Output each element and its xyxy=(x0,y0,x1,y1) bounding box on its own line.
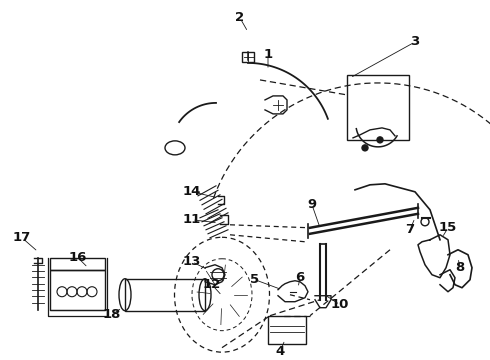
Bar xyxy=(50,270,105,310)
Text: 8: 8 xyxy=(455,261,465,274)
Text: 7: 7 xyxy=(405,223,415,236)
Bar xyxy=(347,75,409,140)
Text: 18: 18 xyxy=(103,308,121,321)
Text: 12: 12 xyxy=(203,278,221,291)
Text: 16: 16 xyxy=(69,251,87,264)
Text: 3: 3 xyxy=(411,36,419,49)
Bar xyxy=(125,279,205,311)
Bar xyxy=(268,316,306,344)
Bar xyxy=(242,52,254,62)
Text: 14: 14 xyxy=(183,185,201,198)
Text: 13: 13 xyxy=(183,255,201,268)
Text: 9: 9 xyxy=(307,198,317,211)
Text: 11: 11 xyxy=(183,213,201,226)
Text: 15: 15 xyxy=(439,221,457,234)
Text: 5: 5 xyxy=(250,273,260,286)
Text: 17: 17 xyxy=(13,231,31,244)
Text: 6: 6 xyxy=(295,271,305,284)
Circle shape xyxy=(362,145,368,151)
Text: 2: 2 xyxy=(235,12,245,24)
Text: 1: 1 xyxy=(264,49,272,62)
Text: 10: 10 xyxy=(331,298,349,311)
Text: 4: 4 xyxy=(275,345,285,358)
Circle shape xyxy=(377,137,383,143)
Bar xyxy=(50,258,105,270)
